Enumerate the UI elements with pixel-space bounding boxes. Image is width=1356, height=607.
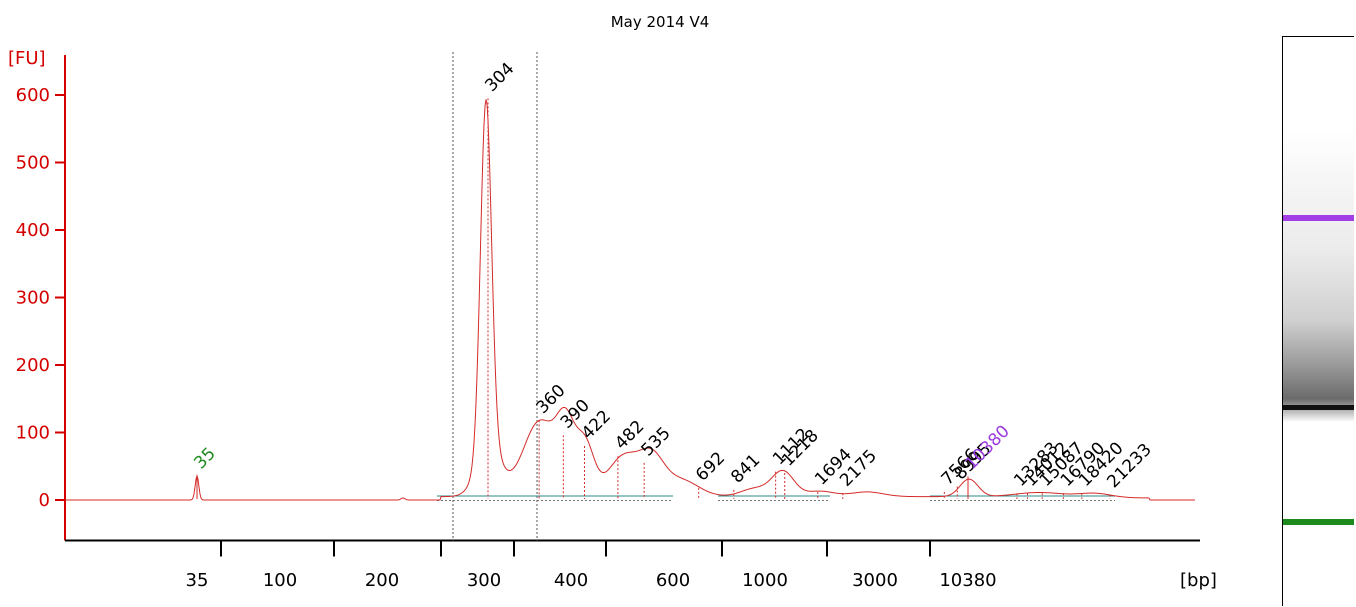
x-tick-label: 10380	[939, 570, 996, 591]
x-tick-label: 100	[263, 570, 297, 591]
peak-label: 304	[481, 59, 518, 96]
peak-label: 692	[692, 448, 729, 485]
x-tick-label: 400	[554, 570, 588, 591]
peak-label: 35	[190, 444, 219, 473]
x-tick-label: 300	[467, 570, 501, 591]
y-tick-label: 600	[16, 85, 50, 106]
gel-lane	[1282, 36, 1354, 606]
x-tick-label: 600	[656, 570, 690, 591]
y-tick-label: 100	[16, 423, 50, 444]
chart-title: May 2014 V4	[611, 13, 710, 31]
gel-smear	[1283, 132, 1354, 422]
x-tick-label: 35	[186, 570, 209, 591]
y-tick-label: 0	[39, 490, 50, 511]
x-tick-label: 3000	[852, 570, 898, 591]
y-tick-label: 300	[16, 288, 50, 309]
gel-band-lower-marker	[1283, 519, 1354, 525]
peak-label: 841	[727, 450, 764, 487]
y-tick-label: 200	[16, 355, 50, 376]
x-tick-label: 1000	[742, 570, 788, 591]
y-tick-label: 400	[16, 220, 50, 241]
y-tick-label: 500	[16, 153, 50, 174]
y-axis-label: [FU]	[8, 48, 46, 69]
trace-line	[65, 99, 1195, 501]
gel-band-sample-main	[1283, 405, 1354, 410]
gel-band-upper-marker	[1283, 215, 1354, 221]
x-tick-label: 200	[365, 570, 399, 591]
x-axis-label: [bp]	[1180, 570, 1217, 591]
